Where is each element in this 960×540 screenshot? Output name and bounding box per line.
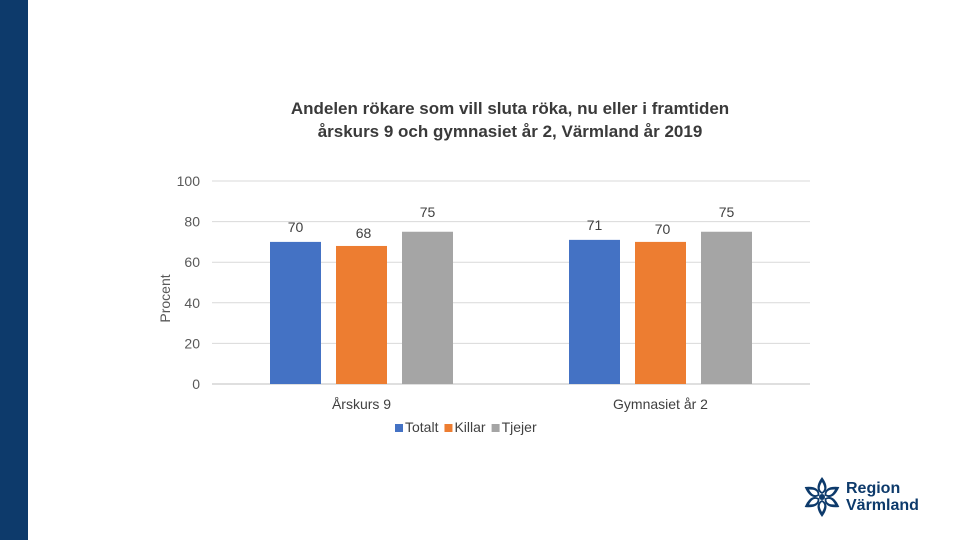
chart-title-line-2: årskurs 9 och gymnasiet år 2, Värmland å… — [317, 122, 703, 141]
legend-swatch — [395, 424, 403, 432]
flower-logo-icon — [804, 477, 840, 517]
legend-label: Totalt — [405, 419, 439, 435]
logo-text-line-1: Region — [846, 480, 901, 497]
x-category-label: Årskurs 9 — [332, 396, 391, 412]
data-label: 70 — [288, 219, 304, 235]
y-tick-label: 80 — [184, 214, 200, 230]
data-label: 71 — [587, 217, 603, 233]
bar — [336, 245, 387, 384]
logo-text: Region Värmland — [846, 480, 919, 514]
bar — [402, 231, 453, 384]
data-label: 70 — [655, 221, 671, 237]
bar — [701, 231, 752, 384]
region-varmland-logo — [804, 477, 840, 517]
legend-swatch — [444, 424, 453, 432]
y-axis-label: Procent — [157, 274, 173, 322]
data-label: 75 — [420, 204, 436, 220]
chart-title: Andelen rökare som vill sluta röka, nu e… — [210, 97, 810, 143]
bar — [635, 241, 686, 384]
data-label: 68 — [356, 225, 372, 241]
legend-label: Tjejer — [502, 419, 537, 435]
sidebar-accent-bar — [0, 0, 28, 540]
y-tick-label: 100 — [177, 173, 201, 189]
legend-swatch — [491, 424, 500, 432]
y-tick-label: 60 — [184, 254, 200, 270]
y-tick-label: 0 — [192, 376, 200, 392]
bar — [270, 241, 321, 384]
y-tick-label: 40 — [184, 295, 200, 311]
data-label: 75 — [719, 204, 735, 220]
logo-text-line-2: Värmland — [846, 497, 919, 514]
legend-label: Killar — [454, 419, 485, 435]
x-category-label: Gymnasiet år 2 — [613, 396, 708, 412]
chart-title-line-1: Andelen rökare som vill sluta röka, nu e… — [290, 99, 730, 118]
bar — [569, 239, 620, 384]
y-tick-label: 20 — [184, 335, 200, 351]
